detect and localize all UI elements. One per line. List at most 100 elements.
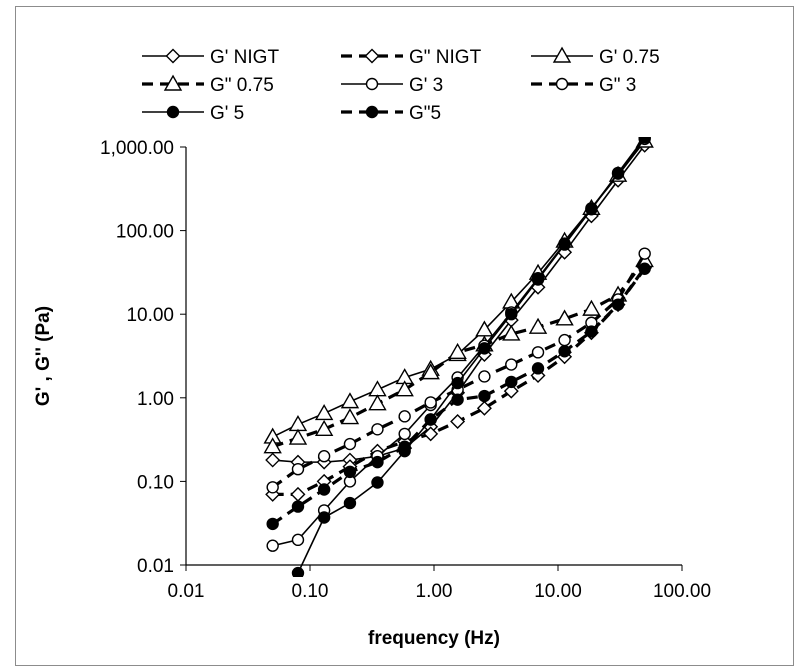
data-point bbox=[291, 533, 305, 547]
legend-item: G' NIGT bbox=[142, 47, 279, 68]
x-tick-label: 100.00 bbox=[653, 581, 711, 602]
data-point bbox=[314, 404, 334, 421]
data-point bbox=[451, 393, 464, 406]
legend-swatch-marker bbox=[364, 48, 380, 64]
data-point bbox=[638, 262, 651, 275]
data-point bbox=[638, 247, 651, 260]
series-5 bbox=[266, 247, 651, 494]
y-tick-label: 1.00 bbox=[137, 389, 174, 410]
data-point bbox=[290, 486, 306, 502]
series-line bbox=[271, 252, 647, 489]
legend-label: G" 0.75 bbox=[210, 75, 274, 96]
data-point bbox=[267, 603, 278, 614]
data-point bbox=[528, 317, 548, 334]
data-point bbox=[266, 517, 279, 531]
data-point bbox=[368, 380, 387, 397]
data-point bbox=[451, 376, 464, 390]
data-point bbox=[421, 363, 440, 380]
legend-swatch-marker bbox=[166, 105, 180, 119]
data-point bbox=[505, 375, 518, 389]
x-tick-label: 1.00 bbox=[416, 581, 453, 602]
data-point bbox=[371, 423, 384, 436]
legend-item: G"5 bbox=[341, 103, 441, 124]
legend: G' NIGT G" NIGT G' 0.75 G" 0.75 G' 3 G" 3 G' 5… bbox=[142, 46, 660, 124]
data-point bbox=[263, 437, 282, 454]
chart-frame: 0.01 0.10 1.00 10.00 100.00 0.01 0.10 1.00 10.00… bbox=[15, 6, 794, 666]
legend-swatch-marker bbox=[165, 48, 181, 64]
chart-svg: 0.01 0.10 1.00 10.00 100.00 0.01 0.10 1.00 10.00… bbox=[33, 46, 711, 649]
ticks: 0.01 0.10 1.00 10.00 100.00 0.01 0.10 1.00 10.00… bbox=[100, 138, 711, 602]
legend-swatch-marker bbox=[163, 74, 183, 91]
y-tick-label: 10.00 bbox=[126, 305, 174, 326]
data-point bbox=[478, 370, 491, 383]
data-point bbox=[398, 427, 411, 441]
legend-item: G' 0.75 bbox=[531, 46, 660, 68]
legend-label: G"5 bbox=[409, 103, 441, 124]
y-tick-label: 0.01 bbox=[137, 556, 174, 577]
data-point bbox=[395, 380, 414, 397]
legend-item: G" 0.75 bbox=[142, 74, 274, 96]
legend-label: G' NIGT bbox=[210, 47, 279, 68]
data-point bbox=[317, 511, 331, 524]
data-point bbox=[398, 440, 411, 453]
data-point bbox=[505, 358, 518, 371]
legend-swatch-marker bbox=[365, 105, 379, 119]
data-point bbox=[558, 345, 571, 358]
data-point bbox=[266, 481, 279, 494]
legend-label: G" NIGT bbox=[409, 47, 482, 68]
y-tick-label: 0.10 bbox=[137, 472, 174, 493]
legend-item: G' 5 bbox=[142, 103, 244, 124]
legend-item: G" 3 bbox=[531, 75, 636, 96]
data-point bbox=[582, 299, 601, 316]
series-7 bbox=[266, 262, 651, 531]
series-line bbox=[272, 138, 646, 547]
legend-swatch-marker bbox=[555, 77, 569, 91]
data-point bbox=[558, 333, 571, 347]
data-point bbox=[478, 389, 491, 403]
data-point bbox=[288, 428, 308, 445]
y-axis-title: G' , G'' (Pa) bbox=[33, 306, 54, 406]
legend-label: G' 0.75 bbox=[599, 47, 660, 68]
data-point bbox=[340, 392, 360, 409]
data-point bbox=[368, 394, 387, 411]
x-tick-label: 0.10 bbox=[292, 581, 329, 602]
data-point bbox=[314, 419, 334, 436]
data-point bbox=[478, 342, 491, 355]
data-point bbox=[291, 500, 305, 513]
data-point bbox=[611, 298, 625, 311]
data-point bbox=[423, 426, 439, 442]
legend-swatch-marker bbox=[365, 77, 379, 91]
data-point bbox=[317, 483, 331, 496]
legend-swatch-marker bbox=[552, 46, 572, 63]
legend-label: G" 3 bbox=[599, 75, 636, 96]
data-point bbox=[343, 465, 357, 479]
x-tick-label: 0.01 bbox=[168, 581, 205, 602]
data-point bbox=[424, 413, 437, 426]
legend-label: G' 5 bbox=[210, 103, 244, 124]
legend-item: G' 3 bbox=[341, 75, 443, 96]
data-point bbox=[288, 415, 308, 432]
data-point bbox=[558, 238, 571, 251]
data-point bbox=[371, 455, 384, 469]
data-point bbox=[398, 410, 411, 423]
data-point bbox=[503, 383, 519, 399]
data-point bbox=[502, 324, 521, 341]
y-tick-label: 100.00 bbox=[116, 222, 174, 243]
data-point bbox=[424, 396, 437, 409]
data-point bbox=[585, 203, 598, 216]
x-axis-title: frequency (Hz) bbox=[368, 628, 500, 649]
data-point bbox=[450, 414, 466, 430]
data-point bbox=[585, 325, 598, 338]
axes bbox=[185, 147, 682, 566]
data-point bbox=[531, 273, 545, 286]
data-point bbox=[265, 452, 281, 468]
data-point bbox=[448, 342, 467, 360]
data-point bbox=[291, 462, 305, 476]
data-point bbox=[611, 166, 625, 180]
data-point bbox=[638, 137, 651, 144]
data-point bbox=[340, 408, 360, 425]
data-point bbox=[266, 539, 279, 552]
data-point bbox=[317, 450, 331, 463]
series-layer bbox=[263, 137, 654, 614]
data-point bbox=[371, 476, 384, 489]
